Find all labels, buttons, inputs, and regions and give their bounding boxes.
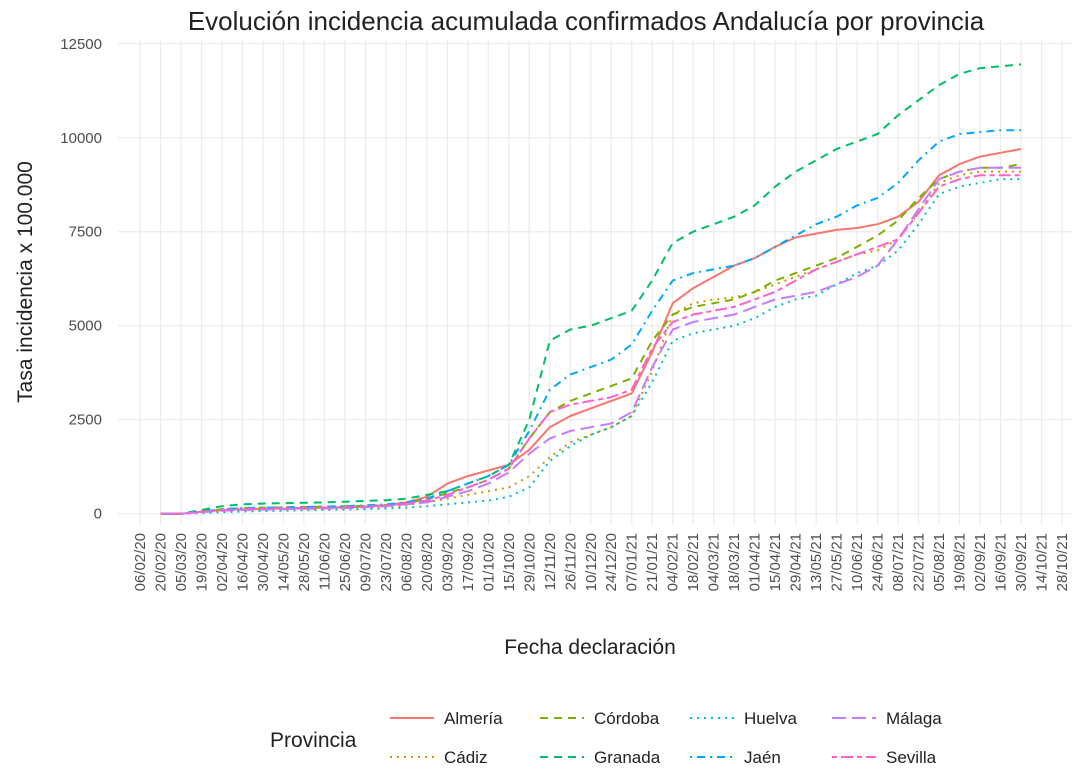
y-tick-label: 2500: [69, 412, 102, 429]
x-tick-label: 19/08/21: [952, 533, 969, 591]
legend-label: Huelva: [744, 709, 797, 728]
x-tick-label: 18/02/21: [685, 533, 702, 591]
x-tick-label: 07/01/21: [624, 533, 641, 591]
x-tick-label: 09/07/20: [357, 533, 374, 591]
x-tick-label: 02/09/21: [972, 533, 989, 591]
x-tick-label: 12/11/20: [542, 533, 559, 590]
y-tick-label: 12500: [60, 36, 102, 53]
series-line: [160, 63, 1022, 515]
x-tick-label: 13/05/21: [808, 533, 825, 591]
x-tick-label: 01/04/21: [747, 533, 764, 591]
x-tick-label: 02/04/20: [214, 533, 231, 591]
series-line: [160, 129, 1021, 515]
y-axis-label: Tasa incidencia x 100.000: [14, 161, 37, 403]
x-tick-label: 15/10/20: [501, 533, 518, 591]
x-tick-label: 16/09/21: [993, 533, 1010, 591]
series-line: [160, 170, 1021, 515]
x-tick-label: 25/06/20: [337, 533, 354, 591]
legend-label: Cádiz: [444, 748, 487, 767]
x-tick-label: 16/04/20: [234, 533, 251, 591]
x-tick-label: 11/06/20: [316, 533, 333, 590]
x-tick-label: 30/09/21: [1013, 533, 1030, 591]
x-tick-label: 29/04/21: [788, 533, 805, 591]
chart-title: Evolución incidencia acumulada confirmad…: [188, 6, 985, 36]
legend-label: Granada: [594, 748, 661, 767]
legend-label: Córdoba: [594, 709, 660, 728]
x-tick-label: 04/03/21: [706, 533, 723, 591]
grid: [118, 40, 1072, 525]
legend-title: Provincia: [270, 729, 357, 752]
x-tick-label: 04/02/21: [665, 533, 682, 591]
y-tick-label: 7500: [69, 224, 102, 241]
x-tick-label: 22/07/21: [911, 533, 928, 591]
legend-label: Málaga: [886, 709, 942, 728]
x-tick-label: 30/04/20: [255, 533, 272, 591]
x-tick-label: 05/03/20: [173, 533, 190, 591]
x-tick-label: 24/06/21: [870, 533, 887, 591]
series-line: [160, 174, 1021, 515]
series-line: [160, 163, 1022, 515]
x-tick-label: 03/09/20: [439, 533, 456, 591]
x-axis-label: Fecha declaración: [504, 636, 676, 659]
legend-label: Almería: [444, 709, 503, 728]
x-tick-label: 21/01/21: [644, 533, 661, 591]
x-tick-label: 18/03/21: [726, 533, 743, 591]
x-tick-label: 26/11/20: [562, 533, 579, 590]
x-tick-label: 10/06/21: [849, 533, 866, 591]
x-tick-label: 14/05/20: [275, 533, 292, 591]
x-tick-label: 17/09/20: [460, 533, 477, 591]
x-tick-label: 10/12/20: [583, 533, 600, 591]
x-tick-label: 15/04/21: [767, 533, 784, 591]
x-tick-label: 01/10/20: [480, 533, 497, 591]
x-tick-label: 27/05/21: [829, 533, 846, 591]
y-tick-label: 0: [94, 506, 102, 523]
x-tick-label: 28/05/20: [296, 533, 313, 591]
x-tick-label: 20/08/20: [419, 533, 436, 591]
y-tick-label: 5000: [69, 318, 102, 335]
x-tick-label: 29/10/20: [521, 533, 538, 591]
legend-label: Sevilla: [886, 748, 937, 767]
x-tick-label: 06/02/20: [132, 533, 149, 591]
x-tick-label: 19/03/20: [193, 533, 210, 591]
legend-label: Jaén: [744, 748, 781, 767]
y-tick-label: 10000: [60, 130, 102, 147]
x-tick-label: 28/10/21: [1054, 533, 1071, 591]
x-tick-label: 06/08/20: [398, 533, 415, 591]
x-tick-label: 20/02/20: [152, 533, 169, 591]
x-tick-label: 23/07/20: [378, 533, 395, 591]
x-tick-label: 05/08/21: [931, 533, 948, 591]
x-tick-label: 08/07/21: [890, 533, 907, 591]
x-tick-label: 14/10/21: [1034, 533, 1051, 591]
x-tick-label: 24/12/20: [603, 533, 620, 591]
